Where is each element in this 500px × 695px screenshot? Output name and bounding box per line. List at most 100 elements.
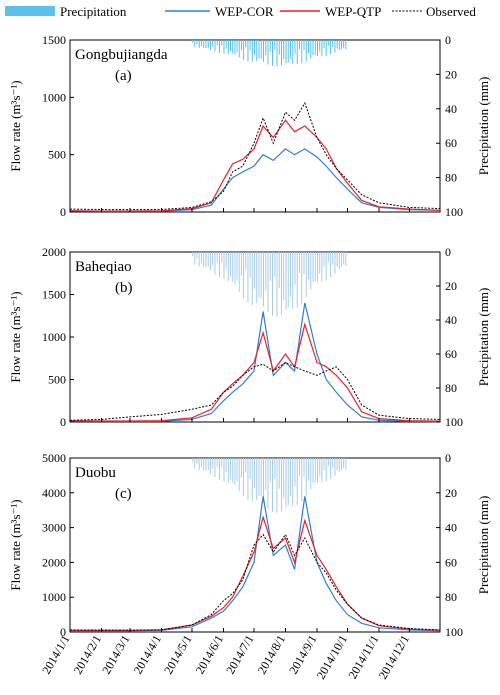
series-wep-qtp xyxy=(69,322,441,422)
precip-bar xyxy=(200,40,202,46)
precip-bar xyxy=(212,458,214,470)
x-axis-labels: 2014/1/12014/2/12014/3/12014/4/12014/5/1… xyxy=(39,633,412,682)
precip-bar xyxy=(236,252,238,280)
precip-bar xyxy=(317,252,319,283)
precip-bar xyxy=(218,252,220,278)
precip-bar xyxy=(305,40,307,62)
precip-bar xyxy=(308,252,310,280)
precip-bar xyxy=(269,458,271,483)
legend-wep-cor-label: WEP-COR xyxy=(215,4,274,19)
precip-bar xyxy=(336,458,338,470)
precip-bar xyxy=(230,252,232,277)
legend-precipitation-label: Precipitation xyxy=(60,4,127,19)
y-tick-label: 2000 xyxy=(42,245,66,259)
station-name: Gongbujiangda xyxy=(75,47,168,63)
precip-bar xyxy=(221,458,223,468)
precip-bar xyxy=(323,458,325,470)
y2-tick-label: 40 xyxy=(445,313,457,327)
y-tick-label: 1500 xyxy=(42,288,66,302)
series-wep-cor xyxy=(69,302,441,423)
precip-bar xyxy=(340,40,342,50)
precip-bar xyxy=(296,40,298,65)
precip-bar xyxy=(238,252,240,292)
precip-bar xyxy=(343,40,345,48)
precip-bar xyxy=(323,40,325,49)
precip-bar xyxy=(296,458,298,506)
precip-bar xyxy=(223,458,225,482)
y2-tick-label: 40 xyxy=(445,521,457,535)
precip-bar xyxy=(325,458,327,482)
precip-bar xyxy=(236,40,238,53)
precip-bar xyxy=(227,252,229,282)
precip-bar xyxy=(221,40,223,46)
precip-bar xyxy=(303,40,305,51)
precip-bar xyxy=(317,40,319,57)
panel-label: (c) xyxy=(115,486,132,502)
precip-bar xyxy=(317,458,319,483)
precip-bar xyxy=(340,252,342,267)
precip-bar xyxy=(314,40,316,56)
precip-bar xyxy=(223,252,225,280)
y-tick-label: 500 xyxy=(48,148,66,162)
precip-bar xyxy=(232,40,234,54)
precip-bar xyxy=(327,252,329,262)
precip-bar xyxy=(276,252,278,317)
precip-bar xyxy=(271,252,273,316)
precip-bar xyxy=(298,40,300,50)
precip-bar xyxy=(343,458,345,469)
precip-bar xyxy=(191,458,193,462)
precip-bar xyxy=(251,458,253,502)
precip-bar xyxy=(245,252,247,270)
precip-bar xyxy=(256,458,258,501)
precip-bar xyxy=(274,40,276,50)
precip-bar xyxy=(196,40,198,45)
y2-tick-label: 60 xyxy=(445,555,457,569)
precip-bar xyxy=(209,458,211,474)
precip-bar xyxy=(289,252,291,298)
precip-bar xyxy=(216,252,218,263)
precip-bar xyxy=(205,252,207,267)
precip-bar xyxy=(280,458,282,512)
precip-bar xyxy=(198,458,200,470)
x-tick-label: 2014/5/1 xyxy=(161,633,194,677)
y2-axis-title: Precipitation (mm) xyxy=(476,288,491,387)
precip-bar xyxy=(225,252,227,269)
precip-bar xyxy=(253,458,255,489)
precip-bar xyxy=(251,252,253,306)
precip-bar xyxy=(298,458,300,476)
precip-bar xyxy=(221,252,223,263)
precip-bar xyxy=(336,40,338,49)
precip-bar xyxy=(253,252,255,289)
precip-bar xyxy=(283,252,285,300)
precip-bar xyxy=(287,40,289,63)
x-tick-label: 2014/9/1 xyxy=(286,633,319,677)
series-observed xyxy=(69,101,441,211)
precip-bar xyxy=(332,40,334,48)
precip-bar xyxy=(194,458,196,469)
precip-bar xyxy=(218,458,220,480)
y-tick-label: 0 xyxy=(60,415,66,429)
precip-bar xyxy=(338,458,340,473)
precip-bar xyxy=(262,40,264,62)
precip-bar xyxy=(198,40,200,49)
precip-bar xyxy=(312,252,314,282)
precip-bar xyxy=(227,40,229,55)
precip-bar xyxy=(223,40,225,54)
precip-bar xyxy=(203,458,205,471)
precip-bar xyxy=(301,40,303,64)
precip-bar xyxy=(243,40,245,60)
y2-tick-label: 40 xyxy=(445,102,457,116)
precip-bar xyxy=(276,458,278,513)
y-tick-label: 4000 xyxy=(42,486,66,500)
precip-bar xyxy=(343,252,345,265)
panel-gongbujiangda: 0 500 1000 1500 0 20 40 60 80 100 Flow rate (m³s⁻¹… xyxy=(8,33,491,219)
precip-bar xyxy=(260,40,262,59)
precip-bar xyxy=(276,40,278,67)
legend-precipitation-swatch xyxy=(5,6,55,16)
precip-bar xyxy=(332,252,334,265)
precip-bar xyxy=(200,252,202,263)
series-observed xyxy=(69,361,441,421)
y2-axis-title: Precipitation (mm) xyxy=(476,77,491,176)
precip-bar xyxy=(234,252,236,285)
precip-bar xyxy=(332,458,334,469)
